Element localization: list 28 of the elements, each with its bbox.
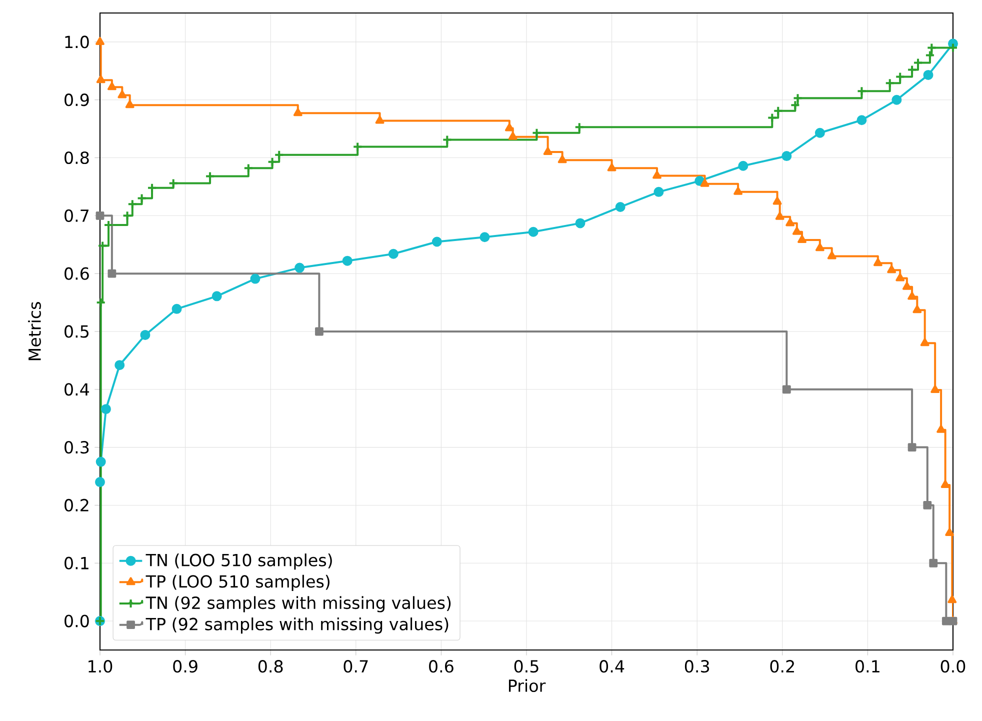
x-tick-label: 0.4	[600, 660, 624, 673]
legend-label: TN (92 samples with missing values)	[146, 596, 451, 612]
y-tick-label: 0.7	[64, 209, 89, 222]
y-tick-label: 0.2	[64, 498, 88, 512]
x-tick-label: 0.5	[514, 660, 538, 673]
y-tick-label: 0.0	[64, 614, 89, 628]
y-tick-label: 0.1	[64, 556, 88, 570]
y-tick-label: 0.4	[64, 383, 90, 396]
x-tick-label: 1.0	[88, 660, 112, 673]
legend-label: TN (LOO 510 samples)	[146, 554, 332, 570]
x-axis-title: Prior	[508, 679, 546, 692]
x-tick-label: 0.2	[770, 660, 794, 673]
x-tick-label: 0.1	[856, 660, 880, 673]
y-axis-title: Metrics	[28, 302, 41, 360]
x-tick-label: 0.0	[940, 660, 966, 673]
y-tick-label: 0.8	[64, 151, 89, 164]
x-tick-label: 0.7	[344, 660, 368, 673]
x-tick-label: 0.9	[173, 660, 198, 673]
y-tick-label: 0.6	[64, 267, 89, 280]
y-tick-label: 0.9	[64, 94, 89, 106]
legend-label: TP (92 samples with missing values)	[146, 617, 448, 634]
y-tick-label: 0.5	[64, 325, 88, 338]
x-tick-label: 0.3	[684, 660, 709, 673]
y-tick-label: 0.3	[64, 440, 89, 454]
y-tick-label: 1.0	[65, 36, 89, 48]
x-tick-label: 0.8	[258, 660, 283, 673]
x-tick-label: 0.6	[429, 660, 454, 673]
legend-label: TP (LOO 510 samples)	[146, 574, 330, 591]
